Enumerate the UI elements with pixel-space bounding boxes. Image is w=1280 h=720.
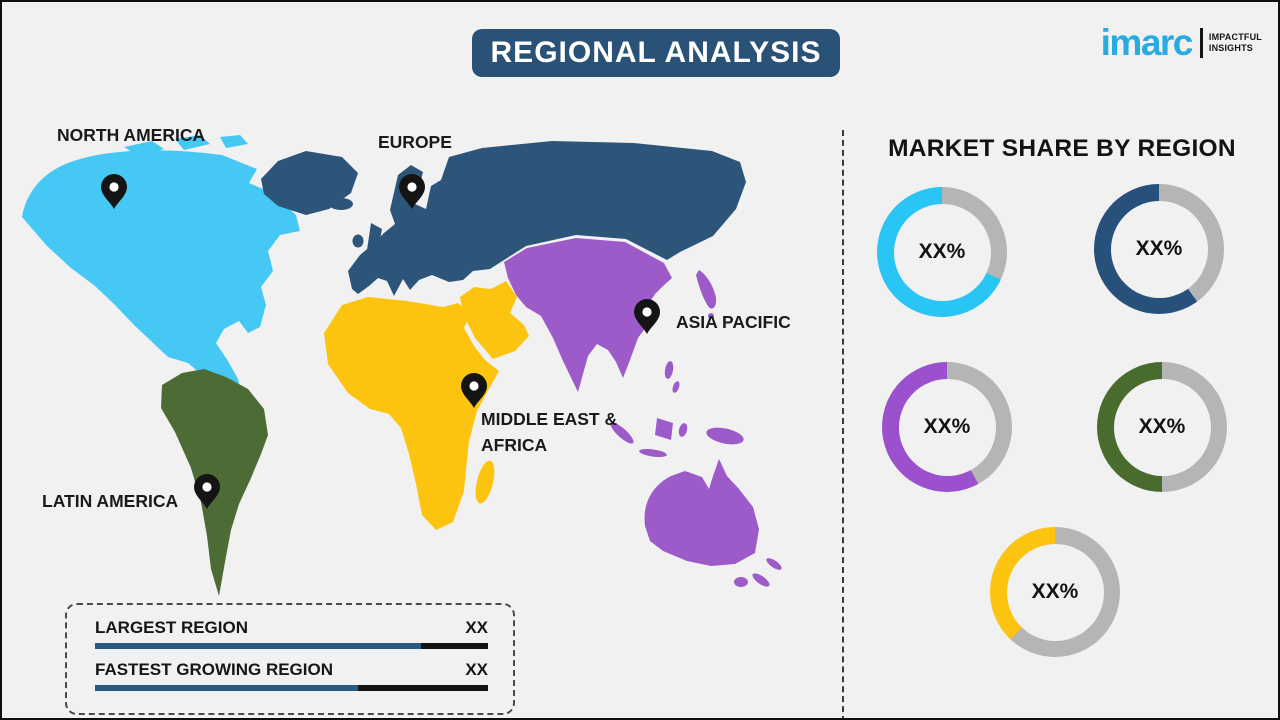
label-mea-line1: MIDDLE EAST & [481,409,618,429]
region-asia-pacific [504,238,782,587]
imarc-logo: imarc IMPACTFUL INSIGHTS [1101,24,1262,61]
region-europe [261,141,746,296]
world-map [22,135,782,596]
donut-asia-pacific-value: XX% [923,415,971,438]
logo-tagline-line2: INSIGHTS [1208,42,1253,53]
logo-tagline-line1: IMPACTFUL [1208,31,1262,42]
largest-region-bar-fill [95,643,422,649]
fastest-growing-region-label: FASTEST GROWING REGION [95,660,334,679]
map-pin-europe [399,174,425,209]
region-middle-east-africa [324,281,529,530]
fastest-growing-region-row: FASTEST GROWING REGION XX [95,660,488,691]
donut-north-america-value: XX% [918,240,966,263]
largest-region-row: LARGEST REGION XX [95,618,488,649]
label-latin-america: LATIN AMERICA [42,491,179,511]
largest-region-value: XX [465,618,488,637]
donut-europe-value: XX% [1135,237,1183,260]
largest-region-label: LARGEST REGION [95,618,249,637]
label-europe: EUROPE [378,132,452,152]
donut-asia-pacific: XX% [882,362,1012,492]
fastest-growing-region-bar-fill [95,685,359,691]
donut-latin-america: XX% [1097,362,1227,492]
donut-north-america: XX% [877,187,1007,317]
label-north-america: NORTH AMERICA [57,125,206,145]
label-mea-line2: AFRICA [481,435,548,455]
vertical-dashed-divider [842,130,844,718]
region-north-america [22,135,300,409]
map-pin-north-america [101,174,127,209]
label-middle-east-africa: MIDDLE EAST & AFRICA [481,406,641,458]
imarc-brand-text: imarc [1100,22,1194,63]
logo-divider [1199,27,1203,58]
region-stats-box: LARGEST REGION XX FASTEST GROWING REGION… [65,603,515,715]
donut-middle-east-africa-value: XX% [1031,580,1079,603]
label-asia-pacific: ASIA PACIFIC [676,312,791,332]
map-pin-latin-america [194,474,220,509]
largest-region-bar-track [95,643,488,649]
donut-europe: XX% [1094,184,1224,314]
donut-latin-america-value: XX% [1138,415,1186,438]
donut-middle-east-africa: XX% [990,527,1120,657]
fastest-growing-region-bar-track [95,685,488,691]
map-pin-middle-east-africa [461,373,487,408]
logo-tagline: IMPACTFUL INSIGHTS [1209,32,1262,54]
market-share-title: MARKET SHARE BY REGION [888,135,1236,162]
fastest-growing-region-value: XX [465,660,488,679]
map-pin-asia-pacific [634,299,660,334]
title-banner: REGIONAL ANALYSIS [472,29,840,77]
page-title: REGIONAL ANALYSIS [490,36,822,69]
